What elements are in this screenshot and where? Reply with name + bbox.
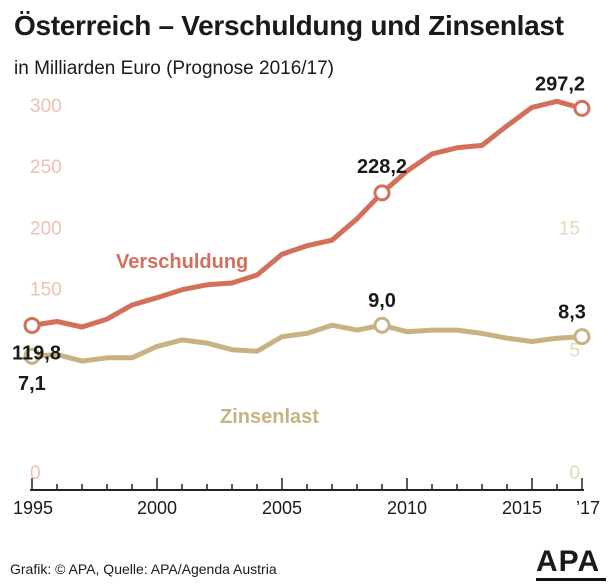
data-label-9,0: 9,0 bbox=[368, 290, 396, 312]
source-credit: Grafik: © APA, Quelle: APA/Agenda Austri… bbox=[10, 561, 277, 577]
y-tick-left-250: 250 bbox=[30, 157, 62, 178]
marker-verschuldung-1995 bbox=[23, 316, 41, 334]
logo-underline bbox=[536, 578, 606, 581]
y-tick-left-300: 300 bbox=[30, 96, 62, 117]
y-tick-right-5: 5 bbox=[569, 341, 580, 362]
chart-subtitle: in Milliarden Euro (Prognose 2016/17) bbox=[14, 58, 335, 79]
marker-zinsenlast-1995 bbox=[23, 347, 41, 365]
y-tick-right-15: 15 bbox=[559, 218, 580, 239]
data-label-119,8: 119,8 bbox=[12, 342, 61, 364]
data-label-228,2: 228,2 bbox=[357, 156, 407, 178]
marker-zinsenlast-2017 bbox=[573, 328, 591, 346]
data-label-8,3: 8,3 bbox=[558, 302, 586, 324]
x-tick-label-1995: 1995 bbox=[13, 498, 53, 518]
data-label-297,2: 297,2 bbox=[535, 73, 585, 95]
x-tick-label-2000: 2000 bbox=[137, 498, 177, 518]
data-label-7,1: 7,1 bbox=[18, 373, 46, 395]
x-tick-label-2017: ’17 bbox=[576, 498, 600, 518]
x-tick-label-2010: 2010 bbox=[387, 498, 427, 518]
y-tick-left-0: 0 bbox=[30, 463, 41, 484]
series-line-verschuldung bbox=[29, 98, 585, 330]
series-label-verschuldung: Verschuldung bbox=[116, 251, 248, 273]
chart-title: Österreich – Verschuldung und Zinsenlast bbox=[14, 10, 564, 41]
series-label-zinsenlast: Zinsenlast bbox=[220, 406, 319, 428]
apa-logo: APA bbox=[536, 547, 606, 581]
marker-verschuldung-2017 bbox=[573, 99, 591, 117]
x-tick-label-2015: 2015 bbox=[502, 498, 542, 518]
x-tick-label-2005: 2005 bbox=[262, 498, 302, 518]
series-line-zinsenlast bbox=[29, 322, 585, 364]
y-tick-left-150: 150 bbox=[30, 280, 62, 301]
marker-zinsenlast-2009 bbox=[373, 316, 391, 334]
logo-text: APA bbox=[536, 545, 601, 578]
y-tick-right-0: 0 bbox=[569, 463, 580, 484]
marker-verschuldung-2009 bbox=[373, 184, 391, 202]
y-tick-left-200: 200 bbox=[30, 218, 62, 239]
